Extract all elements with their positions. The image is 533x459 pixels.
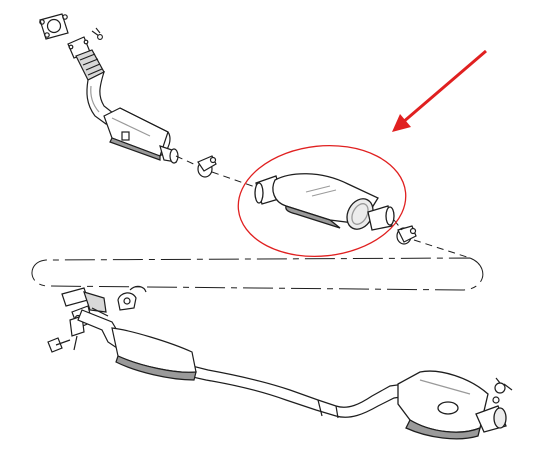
rear-muffler	[397, 370, 507, 440]
rear-hanger-isolator	[492, 377, 513, 404]
rubber-isolator	[117, 285, 147, 311]
routing-guide-loop	[31, 257, 484, 291]
assembly-dashlines-front	[175, 155, 259, 189]
flange-stud	[91, 27, 103, 40]
mounting-bolt	[47, 337, 71, 353]
assembly-dashlines-center	[393, 219, 471, 259]
intermediate-pipe	[77, 309, 409, 419]
pipe-clamp-1	[197, 155, 217, 178]
center-muffler	[254, 173, 395, 231]
manifold-gasket	[39, 13, 69, 40]
catalytic-converter	[103, 107, 179, 164]
down-pipe	[67, 36, 114, 125]
lower-hanger	[69, 315, 85, 351]
pointer-arrow-icon	[392, 49, 487, 132]
highlight-ellipse	[237, 144, 407, 258]
pipe-clamp-2	[396, 225, 417, 245]
